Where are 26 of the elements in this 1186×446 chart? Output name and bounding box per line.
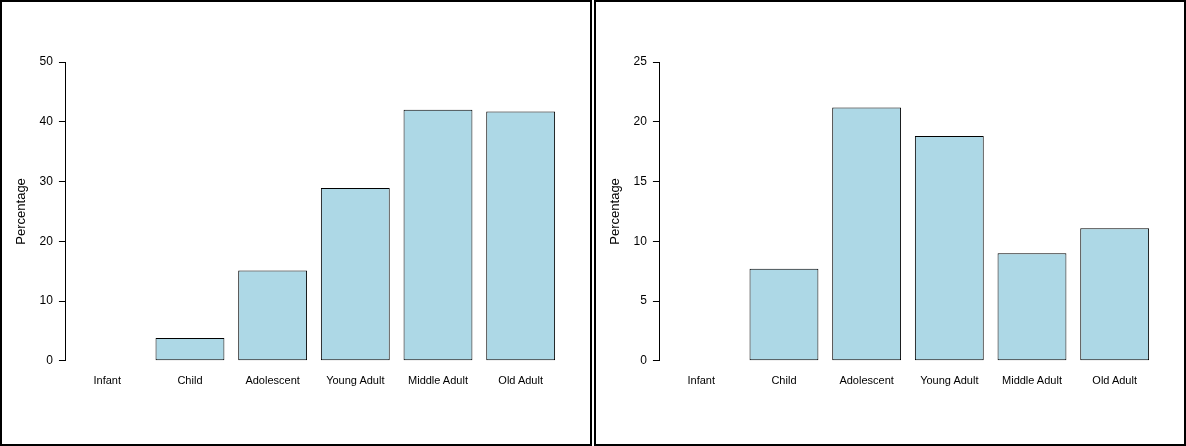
y-tick-label: 0 — [46, 353, 54, 368]
x-tick-label: Child — [771, 374, 797, 387]
x-tick-label: Middle Adult — [408, 374, 468, 387]
y-tick-label: 25 — [633, 54, 648, 69]
x-tick-label: Infant — [687, 374, 716, 387]
y-axis-title: Percentage — [13, 178, 29, 245]
y-tick-label: 10 — [633, 233, 648, 248]
y-axis-title: Percentage — [607, 178, 623, 245]
x-tick-label: Infant — [93, 374, 122, 387]
y-tick-label: 0 — [640, 353, 648, 368]
x-tick-label: Child — [177, 374, 203, 387]
y-tick-label: 5 — [640, 293, 648, 308]
x-tick-label: Adolescent — [245, 374, 300, 387]
y-tick-label: 40 — [39, 114, 54, 129]
y-tick-label: 50 — [39, 54, 54, 69]
x-tick-label: Young Adult — [920, 374, 979, 387]
x-tick-label: Young Adult — [326, 374, 385, 387]
x-tick-label: Middle Adult — [1002, 374, 1062, 387]
y-tick-label: 30 — [39, 173, 54, 188]
y-tick-label: 20 — [39, 233, 54, 248]
y-tick-label: 20 — [633, 114, 648, 129]
x-tick-label: Old Adult — [498, 374, 543, 387]
y-tick-label: 10 — [39, 293, 54, 308]
x-tick-label: Old Adult — [1092, 374, 1137, 387]
y-tick-label: 15 — [633, 173, 648, 188]
x-tick-label: Adolescent — [839, 374, 894, 387]
